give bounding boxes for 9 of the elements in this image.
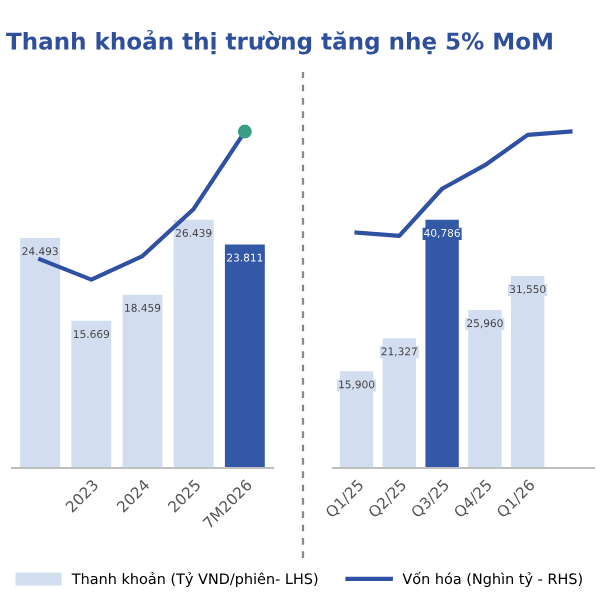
chart-title: Thanh khoản thị trường tăng nhẹ 5% MoM: [6, 30, 552, 55]
bar: [425, 219, 459, 468]
bar: [20, 238, 61, 468]
bar: [122, 294, 163, 468]
bar: [224, 244, 265, 468]
bar: [468, 309, 502, 468]
bar: [510, 275, 545, 468]
bar: [173, 219, 214, 468]
bar: [71, 320, 112, 468]
